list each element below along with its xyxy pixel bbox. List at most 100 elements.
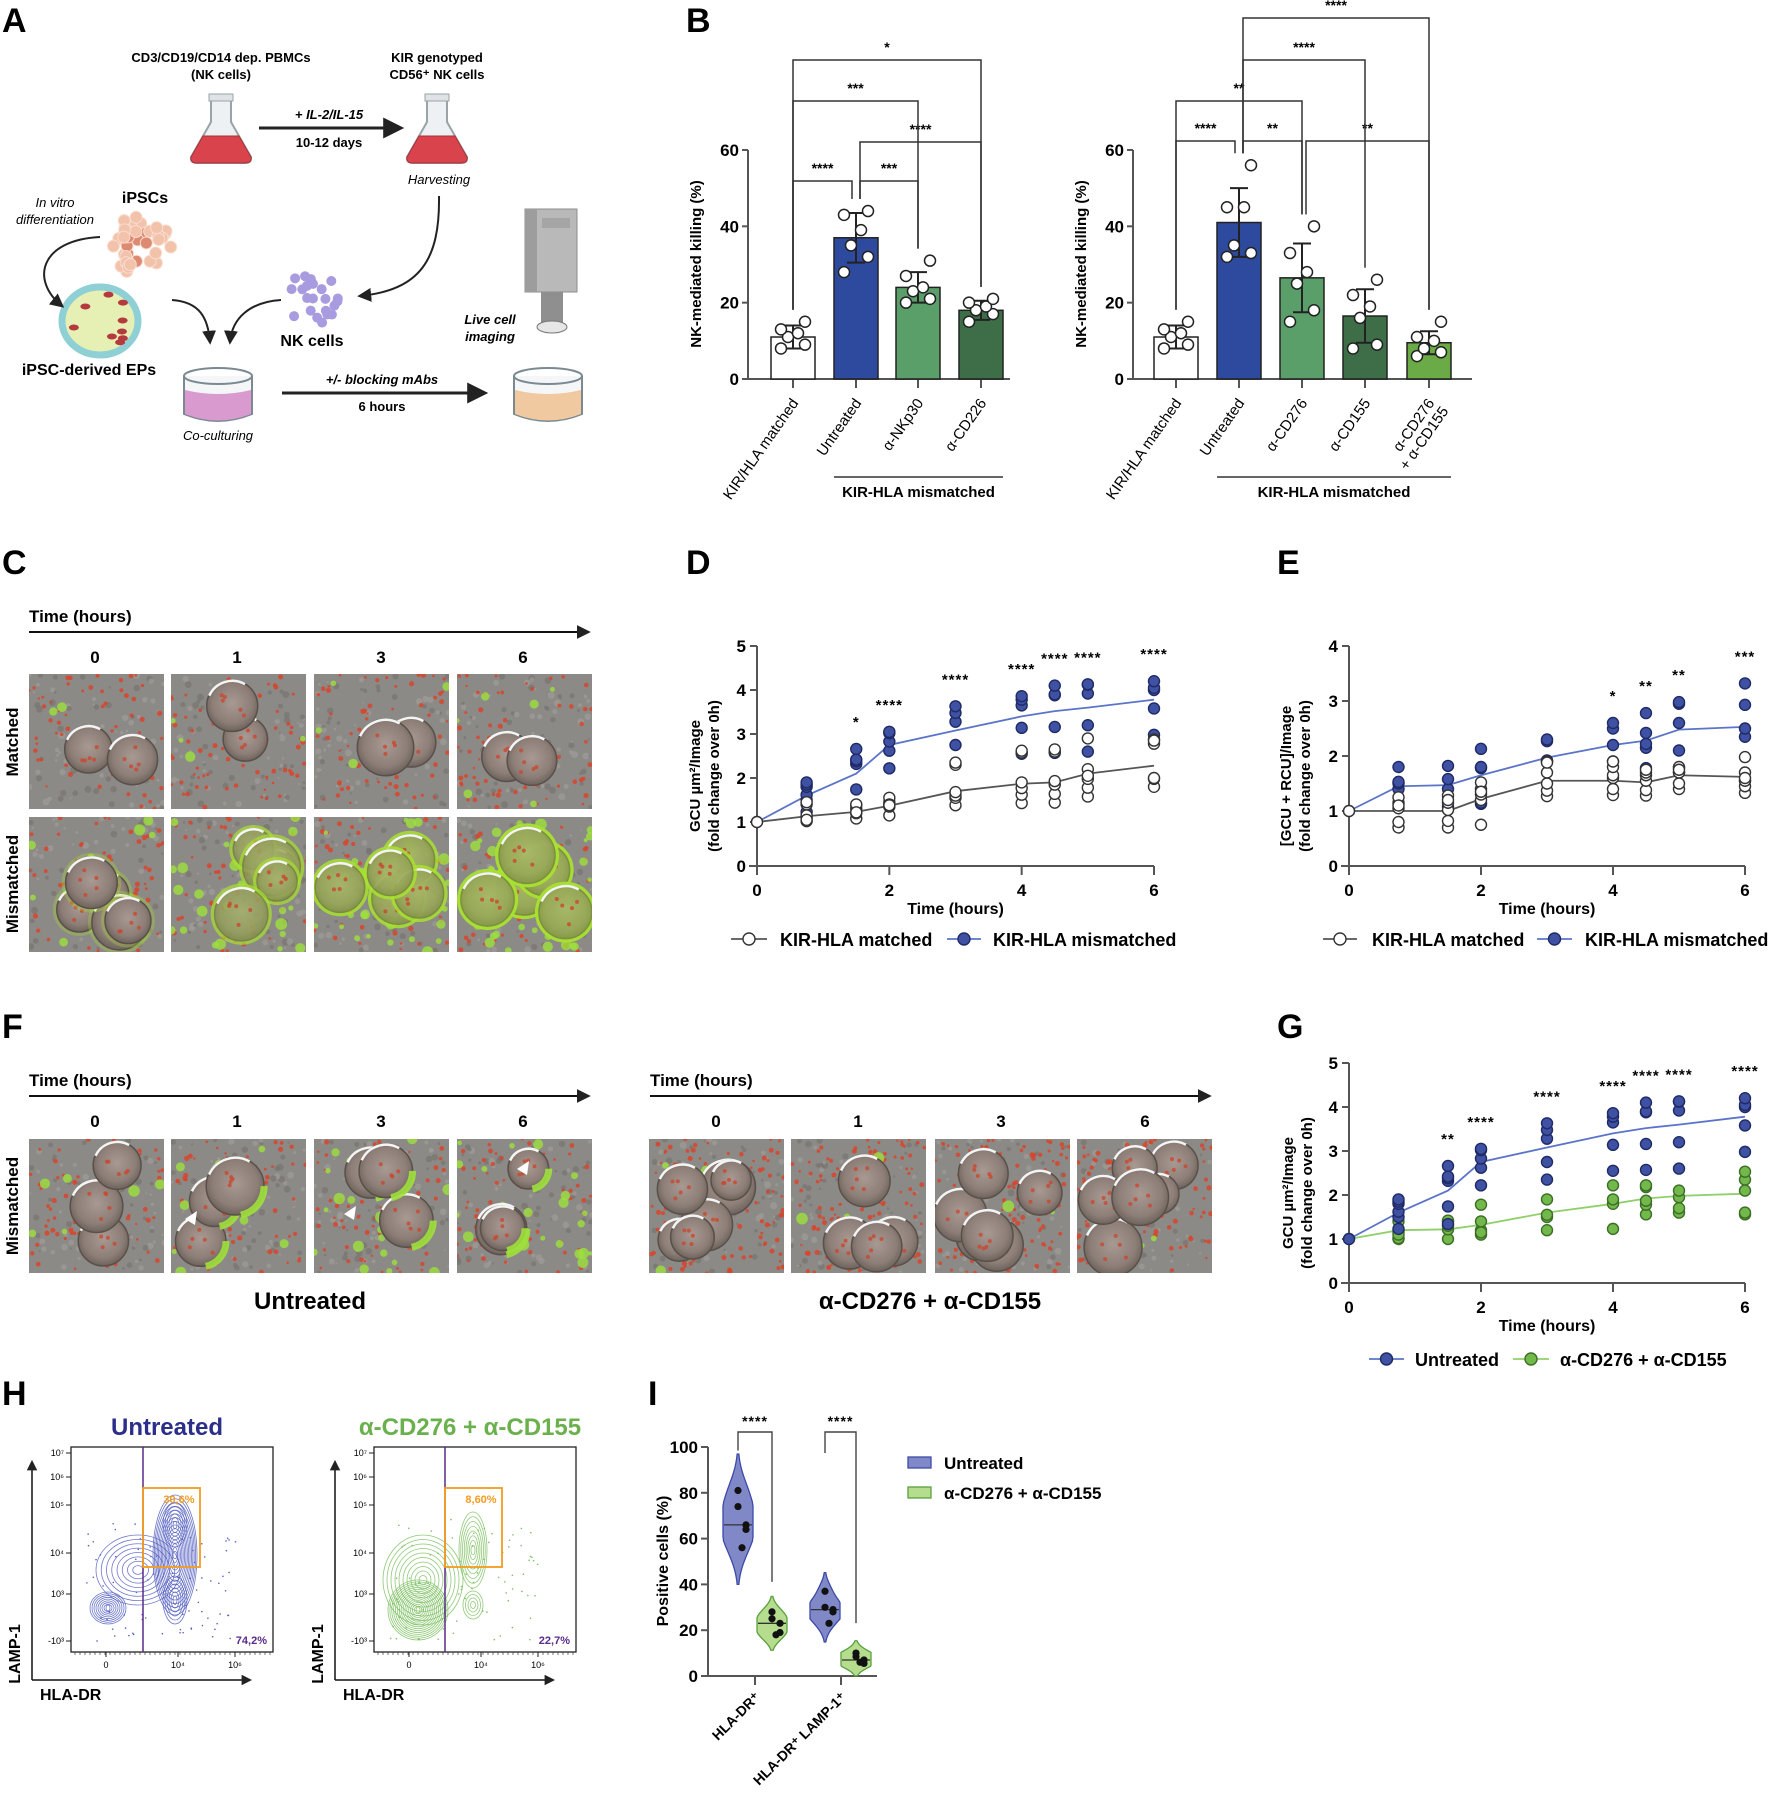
significance-label: **** [1074,649,1101,666]
event-dot [464,1597,467,1600]
density-contour [410,1602,426,1618]
timepoint-label: 3 [376,648,385,667]
data-point [1540,1223,1554,1237]
data-point [1672,716,1686,730]
event-dot [452,1632,455,1635]
x-tick-label: 0 [406,1660,411,1670]
data-point [923,292,937,306]
data-point [1639,737,1653,751]
y-tick-label: 60 [679,1530,698,1549]
data-point [798,315,812,328]
data-point [1639,726,1653,740]
density-contour [127,1560,149,1580]
panel-g-line-chart: 0 1 2 3 4 5 0 2 4 6 Time (hours) GCU µm²/Image (fold… [1280,1054,1758,1370]
density-contour [103,1604,113,1612]
row-label-mismatched: Mismatched [3,1157,22,1255]
data-point [883,762,896,775]
event-dot [459,1560,462,1563]
event-dot [395,1637,398,1640]
event-dot [108,1611,111,1613]
data-point [1048,774,1061,788]
data-point [1474,1179,1488,1192]
x-tick-label: 4 [1017,881,1027,900]
y-tick-label: 0 [730,370,739,389]
data-point [1157,342,1171,355]
event-dot [228,1539,230,1541]
target-label-line2: CD56⁺ NK cells [389,67,484,82]
significance-label: ** [1267,120,1278,136]
significance-label: * [853,714,860,731]
data-point [1290,277,1304,290]
event-dot [195,1589,198,1591]
panel-d-line-chart: 0 1 2 3 4 5 0 2 4 6 Time (hours) GCU µm²/Image (fold… [687,637,1176,950]
y-axis-label: (fold change over 0h) [1299,1117,1316,1269]
legend-label: KIR-HLA mismatched [993,930,1176,950]
density-contour [168,1513,182,1537]
data-point [1738,771,1752,785]
event-dot [87,1544,90,1547]
y-tick-label: 3 [1329,1142,1338,1161]
data-point [1081,719,1095,732]
x-axis-label: HLA-DR [40,1687,102,1704]
flask-icon [189,93,253,164]
timepoint-label: 6 [518,648,527,667]
event-dot [87,1533,89,1535]
significance-label: **** [1665,1066,1692,1083]
significance-label: * [884,39,890,55]
event-dot [102,1585,104,1587]
data-point [883,725,896,738]
y-tick-label: 1 [737,813,746,832]
event-dot [185,1604,187,1607]
density-contour [410,1566,436,1594]
legend-item: KIR-HLA matched [1323,930,1524,950]
density-contour [406,1598,430,1622]
event-dot [112,1581,115,1584]
panel-f-microscopy: Time (hours) Time (hours) 0 1 3 6 0 1 3 … [3,1071,1212,1315]
event-dot [508,1539,511,1542]
category-label: Untreated [1197,396,1249,460]
x-axis-label: Time (hours) [1499,901,1596,918]
event-dot [511,1574,514,1577]
legend-label: Untreated [1415,1350,1499,1370]
event-dot [217,1582,220,1585]
data-point [1441,814,1455,828]
event-dot [471,1545,474,1547]
significance-label: **** [1467,1114,1494,1131]
gate-upper-percentage: 8,60% [465,1494,496,1506]
data-point [1639,1163,1653,1177]
event-dot [396,1598,398,1600]
data-point [1181,338,1195,351]
data-point [1220,200,1234,214]
density-contour [398,1552,448,1608]
data-point [1606,755,1620,768]
legend-item: KIR-HLA mismatched [1537,930,1768,950]
event-dot [529,1555,532,1558]
gate-box [142,1487,201,1568]
significance-label: * [1610,688,1617,705]
row-label-matched: Matched [3,708,22,777]
panel-letter-b: B [686,2,711,40]
event-dot [398,1616,401,1619]
event-dot [520,1544,522,1547]
data-point [1738,1206,1752,1219]
event-dot [86,1582,88,1584]
density-contour [470,1544,476,1556]
data-point [734,1502,742,1511]
data-point [768,1608,776,1616]
density-contour [382,1534,464,1626]
data-point [1738,1145,1752,1159]
data-point [1606,1164,1620,1178]
data-point [1639,1096,1653,1109]
event-dot [182,1613,184,1616]
data-point [800,776,813,789]
source-label-line1: CD3/CD19/CD14 dep. PBMCs [131,50,310,65]
significance-label: *** [847,80,864,96]
data-point [1606,716,1620,730]
data-point [1672,1162,1686,1175]
significance-bracket [737,1431,773,1582]
data-point [1441,1200,1455,1213]
density-contour [465,1530,481,1570]
event-dot [530,1531,532,1534]
data-point [1606,782,1620,796]
event-dot [528,1559,531,1562]
